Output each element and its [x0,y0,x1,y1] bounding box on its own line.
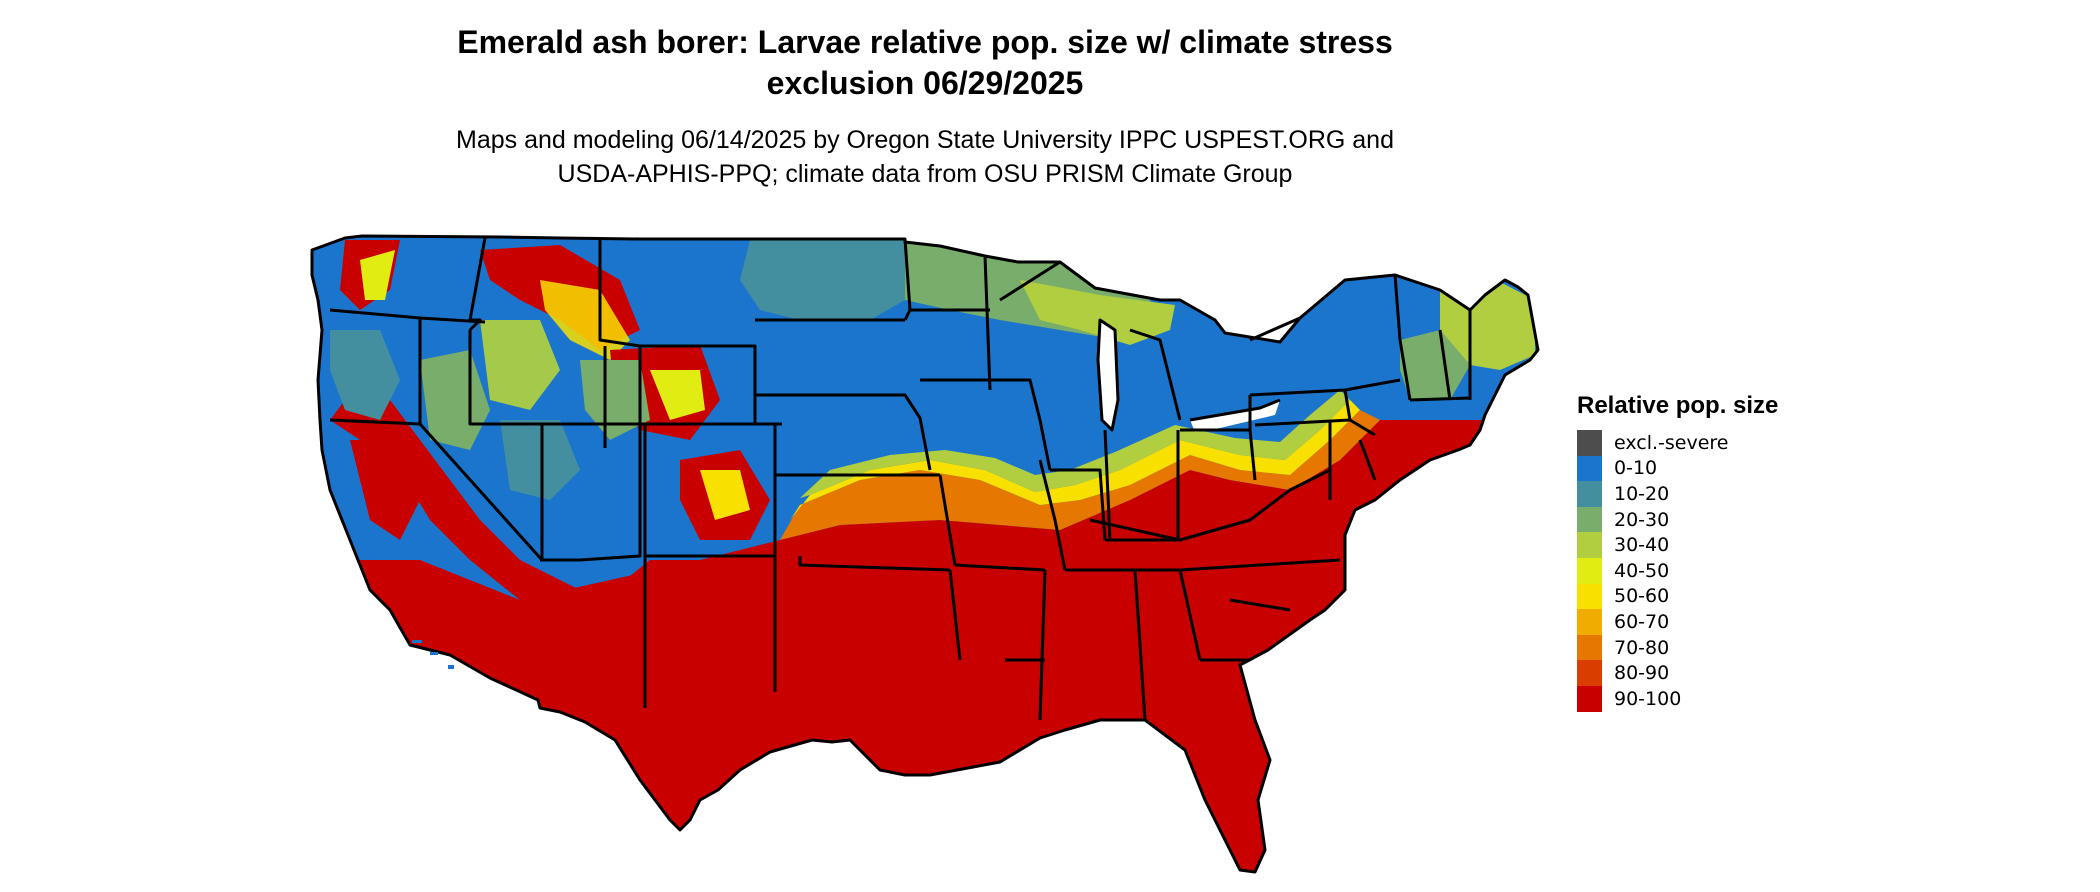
legend-label: 0-10 [1614,457,1658,480]
legend-swatch [1577,481,1602,507]
legend-swatch [1577,557,1602,584]
legend: Relative pop. size excl.-severe 0-10 10-20… [1577,392,1778,712]
legend-item: 50-60 [1577,583,1778,610]
legend-swatch [1577,455,1602,482]
legend-item: 40-50 [1577,557,1778,584]
legend-label: 30-40 [1614,534,1670,557]
legend-swatch [1577,532,1602,558]
legend-item: 70-80 [1577,634,1778,661]
legend-swatch [1577,609,1602,635]
legend-label: 20-30 [1614,508,1670,531]
title-line-1: Emerald ash borer: Larvae relative pop. … [457,24,1393,60]
legend-swatch [1577,430,1602,456]
legend-item: 30-40 [1577,532,1778,558]
legend-item: 80-90 [1577,660,1778,686]
legend-swatch [1577,583,1602,610]
legend-swatch [1577,634,1602,661]
legend-label: excl.-severe [1614,431,1729,454]
subtitle-line-1: Maps and modeling 06/14/2025 by Oregon S… [456,126,1394,154]
state-borders [310,234,1540,874]
us-map [310,234,1540,874]
legend-label: 40-50 [1614,559,1670,582]
legend-label: 50-60 [1614,585,1670,608]
subtitle-line-2: USDA-APHIS-PPQ; climate data from OSU PR… [557,160,1293,188]
legend-label: 60-70 [1614,610,1670,633]
map-subtitle: Maps and modeling 06/14/2025 by Oregon S… [320,123,1530,191]
channel-islands [412,640,454,669]
legend-item: 10-20 [1577,481,1778,507]
title-line-2: exclusion 06/29/2025 [766,65,1084,101]
legend-items: excl.-severe 0-10 10-20 20-30 30-40 40-50 50-6… [1577,430,1778,712]
legend-label: 70-80 [1614,636,1670,659]
legend-item: 60-70 [1577,609,1778,635]
legend-swatch [1577,506,1602,533]
legend-label: 90-100 [1614,687,1682,710]
legend-item: 0-10 [1577,455,1778,482]
map-title: Emerald ash borer: Larvae relative pop. … [320,22,1530,104]
legend-swatch [1577,685,1602,712]
legend-label: 80-90 [1614,662,1670,685]
legend-item: 90-100 [1577,685,1778,712]
legend-item: excl.-severe [1577,430,1778,456]
legend-item: 20-30 [1577,506,1778,533]
legend-title: Relative pop. size [1577,392,1779,419]
suitability-raster [312,236,1538,872]
legend-swatch [1577,660,1602,686]
legend-label: 10-20 [1614,482,1670,505]
